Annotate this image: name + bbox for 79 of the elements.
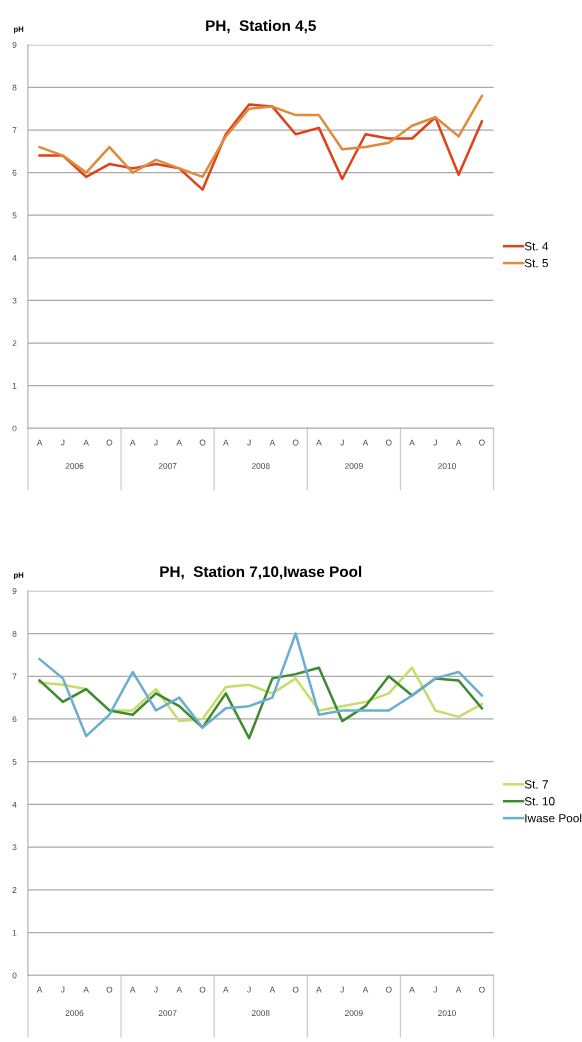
legend-label: St. 7 <box>524 780 548 789</box>
x-tick-label: A <box>36 986 43 993</box>
y-tick-label: 1 <box>12 929 17 936</box>
text: 2006 <box>65 462 84 469</box>
y-tick-label: 6 <box>12 169 17 176</box>
x-tick-label: A <box>269 439 276 446</box>
line-series <box>38 632 484 738</box>
x-tick-label: A <box>129 439 136 446</box>
text: 2008 <box>251 1010 270 1017</box>
y-tick-label: 2 <box>12 887 17 893</box>
x-tick-label: O <box>479 986 485 993</box>
x-tick-label: A <box>409 439 415 446</box>
x-tick-label: J <box>433 439 437 446</box>
y-tick-label: 5 <box>12 212 17 219</box>
x-tick-label: A <box>83 986 89 993</box>
x-tick-label: A <box>129 986 136 993</box>
x-tick-label: A <box>223 986 229 993</box>
text: 2010 <box>438 1010 456 1017</box>
x-tick-label: O <box>479 439 485 446</box>
x-tick-label: A <box>83 439 89 446</box>
x-tick-label: J <box>60 986 65 993</box>
x-tick-label: J <box>340 986 344 993</box>
x-tick-label: A <box>362 439 369 446</box>
x-tick-label: O <box>385 439 392 446</box>
chart-title: PH, Station 4,5 <box>206 19 316 34</box>
y-tick-label: 2 <box>12 340 17 347</box>
x-tick-label: A <box>176 439 183 446</box>
x-tick-label: O <box>385 986 392 993</box>
y-tick-label: 4 <box>12 801 17 808</box>
line-series <box>38 94 484 179</box>
x-tick-label: A <box>455 439 462 446</box>
x-tick-label: J <box>247 439 251 446</box>
y-tick-label: 9 <box>12 588 17 594</box>
text: 2010 <box>438 462 456 469</box>
y-tick-label: 7 <box>12 673 17 680</box>
x-tick-label: O <box>199 986 206 993</box>
x-tick-label: A <box>269 986 276 993</box>
text: 2009 <box>345 462 363 469</box>
legend-label: St. 5 <box>524 258 549 268</box>
x-tick-label: J <box>154 439 158 446</box>
y-tick-label: 5 <box>12 758 17 765</box>
y-tick-label: 3 <box>12 844 17 851</box>
y-tick-label: 7 <box>12 127 17 134</box>
chart-title: PH, Station 7,10,Iwase Pool <box>160 565 362 580</box>
x-tick-label: O <box>292 439 299 446</box>
y-tick-label: 0 <box>12 972 17 979</box>
x-tick-label: O <box>106 986 113 993</box>
x-tick-label: J <box>433 986 437 993</box>
x-tick-label: A <box>316 986 322 993</box>
y-tick-label: 1 <box>12 382 17 389</box>
legend-label: St. 4 <box>524 242 549 251</box>
x-tick-label: A <box>409 986 415 993</box>
x-tick-label: J <box>60 439 65 446</box>
x-tick-label: J <box>247 986 251 993</box>
x-tick-label: O <box>106 439 113 446</box>
legend-label: Iwase Pool <box>525 813 582 823</box>
y-tick-label: 6 <box>12 716 17 723</box>
x-tick-label: A <box>455 986 462 993</box>
x-tick-label: A <box>316 439 322 446</box>
x-tick-label: J <box>154 986 158 993</box>
x-tick-label: A <box>36 439 43 446</box>
x-tick-label: O <box>292 986 299 993</box>
text: 2007 <box>158 1010 177 1017</box>
text: 2009 <box>345 1010 363 1017</box>
x-tick-label: A <box>362 986 369 993</box>
x-tick-label: A <box>223 439 229 446</box>
y-tick-label: 8 <box>12 84 17 91</box>
text: 2006 <box>65 1010 84 1017</box>
y-tick-label: 3 <box>12 297 17 304</box>
y-tick-label: 0 <box>12 425 17 432</box>
x-tick-label: J <box>340 439 344 446</box>
text: 2008 <box>251 462 270 469</box>
x-tick-label: O <box>199 439 206 446</box>
y-tick-label: 9 <box>12 42 17 48</box>
legend-label: St. 10 <box>524 797 555 806</box>
x-tick-label: A <box>176 986 183 993</box>
y-tick-label: 4 <box>12 255 17 261</box>
text: 2007 <box>158 462 177 469</box>
y-tick-label: 8 <box>12 630 17 637</box>
